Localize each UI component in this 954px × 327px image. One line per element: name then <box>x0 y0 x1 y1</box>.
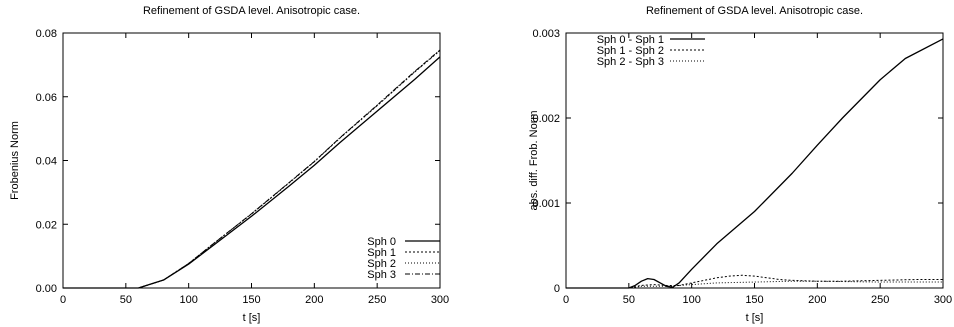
x-tick-label: 200 <box>305 294 323 306</box>
series-line-1 <box>566 38 944 289</box>
y-axis-label: Frobenius Norm <box>9 121 21 200</box>
y-tick-label: 0.003 <box>532 28 560 40</box>
x-tick-label: 150 <box>745 294 763 306</box>
x-tick-label: 100 <box>682 294 700 306</box>
legend-entry-label: Sph 0 - Sph 1 <box>597 34 664 46</box>
y-tick-label: 0.08 <box>36 28 57 40</box>
x-tick-label: 300 <box>431 294 449 306</box>
y-tick-label: 0.00 <box>36 283 57 295</box>
legend-entry-label: Sph 0 <box>367 236 396 248</box>
x-tick-label: 50 <box>120 294 132 306</box>
series-line-3 <box>566 280 943 289</box>
y-tick-label: 0.04 <box>36 156 57 168</box>
x-axis-label: t [s] <box>243 312 261 324</box>
chart-title: Refinement of GSDA level. Anisotropic ca… <box>143 5 360 17</box>
y-tick-label: 0.06 <box>36 92 57 104</box>
series-line-4 <box>63 49 441 289</box>
x-tick-label: 0 <box>563 294 569 306</box>
legend-entry-label: Sph 2 - Sph 3 <box>597 56 664 68</box>
chart-panel-2: Refinement of GSDA level. Anisotropic ca… <box>528 5 952 324</box>
x-tick-label: 50 <box>623 294 635 306</box>
chart-title: Refinement of GSDA level. Anisotropic ca… <box>646 5 863 17</box>
y-tick-label: 0.001 <box>532 198 560 210</box>
x-tick-label: 250 <box>871 294 889 306</box>
x-axis-label: t [s] <box>746 312 764 324</box>
series-line-3 <box>63 49 441 289</box>
y-tick-label: 0 <box>554 283 560 295</box>
legend-entry-label: Sph 1 - Sph 2 <box>597 45 664 57</box>
x-tick-label: 150 <box>242 294 260 306</box>
legend-entry-label: Sph 3 <box>367 269 396 281</box>
legend-entry-label: Sph 2 <box>367 258 396 270</box>
y-tick-label: 0.02 <box>36 219 57 231</box>
chart-panel-1: Refinement of GSDA level. Anisotropic ca… <box>9 5 449 324</box>
x-tick-label: 100 <box>179 294 197 306</box>
series-line-2 <box>566 274 943 289</box>
x-tick-label: 250 <box>368 294 386 306</box>
y-axis-label: abs. diff. Frob. Norm <box>528 110 540 210</box>
plot-frame <box>565 32 944 289</box>
y-tick-label: 0.002 <box>532 113 560 125</box>
legend-entry-label: Sph 1 <box>367 247 396 259</box>
x-tick-label: 0 <box>60 294 66 306</box>
x-tick-label: 200 <box>808 294 826 306</box>
x-tick-label: 300 <box>934 294 952 306</box>
